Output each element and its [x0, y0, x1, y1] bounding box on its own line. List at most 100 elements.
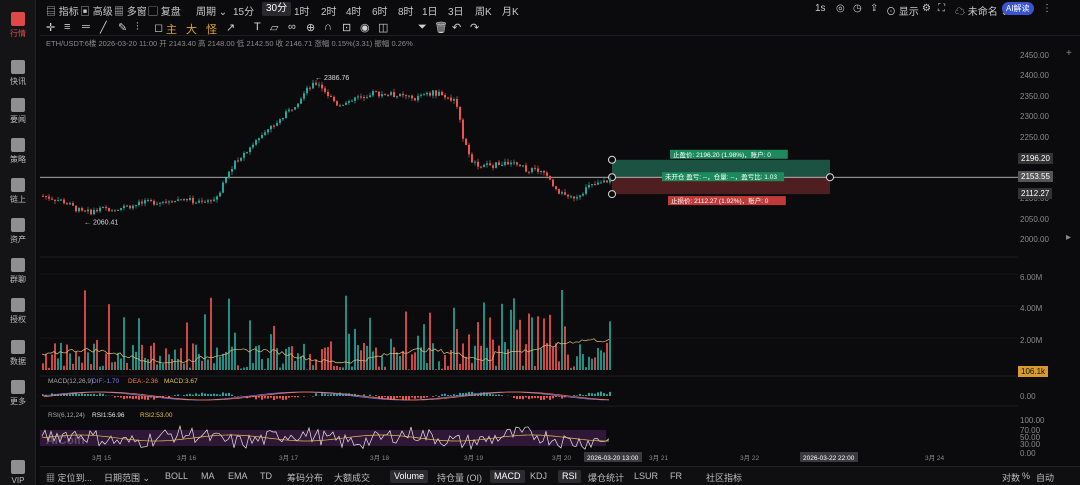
- indicator-toggle[interactable]: 爆仓统计: [588, 473, 625, 483]
- layers-icon[interactable]: ◫: [378, 22, 389, 34]
- ai-interpret-button[interactable]: AI解读: [1002, 2, 1034, 15]
- sidebar-item-article[interactable]: 要闻: [0, 98, 36, 125]
- indicators-button[interactable]: ▤ 指标: [46, 7, 79, 18]
- sidebar-item-news[interactable]: 快讯: [0, 60, 36, 87]
- interval-3[interactable]: 2时: [321, 7, 337, 18]
- indicator-toggle[interactable]: Volume: [390, 470, 429, 483]
- fullscreen-icon[interactable]: ⛶: [938, 3, 945, 14]
- candle-body: [171, 201, 173, 203]
- eye-icon[interactable]: ◉: [360, 22, 370, 34]
- interval-9[interactable]: 周K: [475, 7, 492, 18]
- candle-body: [393, 92, 395, 98]
- interval-1[interactable]: 30分: [262, 2, 292, 16]
- lock-icon[interactable]: ⊡: [342, 22, 352, 34]
- sidebar-item-chain[interactable]: 链上: [0, 178, 36, 205]
- sidebar-item-key[interactable]: 授权: [0, 298, 36, 325]
- interval-10[interactable]: 月K: [502, 7, 519, 18]
- sidebar-item-chat[interactable]: 群聊: [0, 258, 36, 285]
- candle-body: [438, 91, 440, 96]
- position-label[interactable]: 未开仓 盈亏: --，仓量: --，盈亏比: 1.03: [665, 172, 777, 181]
- indicator-toggle[interactable]: FR: [670, 471, 682, 481]
- indicator-toggle[interactable]: 筹码分布: [287, 473, 324, 483]
- line-tool-icon[interactable]: ╱: [100, 22, 107, 34]
- weird-tool[interactable]: 怪: [206, 24, 217, 36]
- order-handle[interactable]: [608, 190, 616, 199]
- delete-icon[interactable]: 🗑: [434, 22, 448, 34]
- review-button[interactable]: ▢ 复盘: [148, 7, 181, 18]
- indicator-toggle[interactable]: MACD: [490, 470, 525, 483]
- big-tool[interactable]: 大: [186, 24, 197, 36]
- menu-icon[interactable]: ≡: [64, 21, 71, 33]
- right-scroll-panel[interactable]: + ▸: [1060, 36, 1080, 466]
- indicator-toggle[interactable]: EMA: [228, 471, 248, 481]
- ruler-icon[interactable]: ▱: [270, 22, 279, 34]
- indicator-toggle[interactable]: 大额成交: [334, 473, 371, 483]
- indicator-toggle[interactable]: RSI: [558, 470, 582, 483]
- hline-icon[interactable]: ═: [82, 21, 90, 33]
- share-icon[interactable]: ⇪: [870, 3, 879, 14]
- interval-7[interactable]: 1日: [422, 7, 438, 18]
- macd-bar: [501, 395, 503, 396]
- interval-6[interactable]: 8时: [398, 7, 414, 18]
- link-icon[interactable]: ∞: [288, 21, 296, 33]
- indicator-toggle[interactable]: 社区指标: [706, 473, 743, 483]
- redo-icon[interactable]: ↷: [470, 22, 480, 34]
- main-tool[interactable]: 主: [166, 24, 177, 36]
- add-icon[interactable]: +: [1066, 48, 1072, 59]
- interval-5[interactable]: 6时: [372, 7, 388, 18]
- magnet-icon[interactable]: ∩: [324, 21, 332, 33]
- locate-button[interactable]: ▦ 定位到...: [46, 473, 93, 483]
- indicator-toggle[interactable]: KDJ: [530, 471, 548, 481]
- refresh-rate[interactable]: 1s: [815, 3, 826, 14]
- sidebar-item-robot[interactable]: 策略: [0, 138, 36, 165]
- sidebar-item-chart[interactable]: 行情: [0, 12, 36, 39]
- text-tool-icon[interactable]: T: [254, 21, 261, 33]
- candle-body: [414, 98, 416, 101]
- cursor-icon[interactable]: ✛: [46, 22, 56, 34]
- take-profit-label[interactable]: 止盈价: 2196.20 (1.98%)，账户: 0: [673, 150, 771, 159]
- order-handle[interactable]: [608, 155, 616, 164]
- stop-loss-label[interactable]: 止损价: 2112.27 (1.92%)，账户: 0: [671, 196, 769, 205]
- camera-icon[interactable]: ◎: [836, 3, 845, 14]
- arrow-tool-icon[interactable]: ↗: [226, 22, 236, 34]
- interval-0[interactable]: 15分: [233, 7, 255, 18]
- indicator-toggle[interactable]: LSUR: [634, 471, 659, 481]
- indicator-toggle[interactable]: MA: [201, 471, 215, 481]
- interval-8[interactable]: 3日: [448, 7, 464, 18]
- clock-icon[interactable]: ◷: [853, 3, 862, 14]
- undo-icon[interactable]: ↶: [452, 22, 462, 34]
- volume-bar: [411, 354, 413, 370]
- date-range-button[interactable]: 日期范围 ⌄: [104, 473, 151, 483]
- settings-icon[interactable]: ⚙: [922, 3, 931, 14]
- log-scale-toggle[interactable]: 对数: [1002, 473, 1021, 483]
- more-icon[interactable]: ⋮: [1042, 3, 1052, 14]
- collapse-icon[interactable]: ▸: [1066, 232, 1072, 243]
- filter-icon[interactable]: ⏷: [418, 21, 427, 33]
- auto-scale-toggle[interactable]: 自动: [1036, 473, 1055, 483]
- macd-bar: [462, 393, 464, 396]
- brush-icon[interactable]: ✎: [118, 22, 128, 34]
- order-handle[interactable]: [826, 173, 834, 182]
- indicator-toggle[interactable]: TD: [260, 471, 272, 481]
- multi-window-button[interactable]: ▦ 多窗: [114, 7, 147, 18]
- sidebar-item-crown[interactable]: VIP: [0, 460, 36, 485]
- volume-bar: [468, 334, 470, 370]
- interval-4[interactable]: 4时: [346, 7, 362, 18]
- interval-2[interactable]: 1时: [294, 7, 310, 18]
- shape-icon[interactable]: ◻: [154, 22, 164, 34]
- indicator-toggle[interactable]: 持仓量 (OI): [437, 473, 482, 483]
- volume-bar: [207, 359, 209, 370]
- volume-bar: [498, 345, 500, 370]
- zoom-icon[interactable]: ⊕: [306, 22, 316, 34]
- sidebar-item-wallet[interactable]: 资产: [0, 218, 36, 245]
- period-button[interactable]: 周期 ⌄: [196, 7, 228, 18]
- fib-icon[interactable]: ⫶: [136, 21, 139, 33]
- indicator-toggle[interactable]: BOLL: [165, 471, 189, 481]
- advanced-button[interactable]: ▣ 高级: [80, 7, 113, 18]
- sidebar-item-data[interactable]: 数据: [0, 340, 36, 367]
- layout-name[interactable]: ☁ 未命名 ⌄: [955, 7, 1009, 18]
- percent-toggle[interactable]: %: [1022, 471, 1031, 481]
- sidebar-item-grid[interactable]: 更多: [0, 380, 36, 407]
- display-button[interactable]: ⊙ 显示: [886, 7, 919, 18]
